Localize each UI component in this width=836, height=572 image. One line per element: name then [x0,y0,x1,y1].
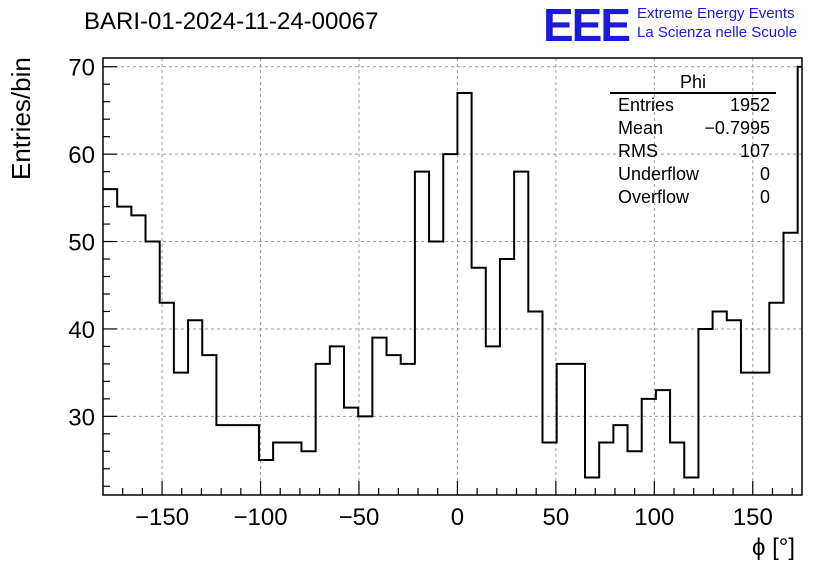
histogram-bin [642,399,656,495]
logo-caption-line2: La Scienza nelle Scuole [637,24,798,41]
histogram-bin [174,373,188,495]
x-axis-label: ϕ [°] [752,534,796,561]
histogram-bin [372,338,386,495]
histogram-bin [387,355,401,495]
histogram-bin [628,451,642,495]
histogram-bin [571,364,585,495]
x-tick-label: −150 [135,504,189,531]
histogram-bin [330,346,344,495]
histogram-bin [542,443,556,495]
stats-value: −0.7995 [704,118,770,138]
histogram-bin [273,443,287,495]
histogram-bin [443,154,457,495]
stats-row-underflow: Underflow 0 [610,163,776,186]
x-tick-label: 100 [634,504,674,531]
histogram-bin [670,443,684,495]
y-tick-label: 40 [68,317,95,344]
histogram-bin [231,425,245,495]
stats-row-overflow: Overflow 0 [610,186,776,209]
histogram-bin [557,364,571,495]
x-tick-label: 0 [451,504,464,531]
histogram-bin [415,172,429,495]
histogram-bin [117,207,131,495]
x-tick-label: −100 [233,504,287,531]
histogram-bin [301,451,315,495]
y-axis-label: Entries/bin [6,57,36,180]
stats-value: 0 [759,164,770,184]
histogram-bin [713,311,727,495]
stats-label: Entries [618,95,675,115]
histogram-bin [486,346,500,495]
stats-label: Overflow [618,187,690,207]
x-tick-label: 50 [543,504,570,531]
plot-title: BARI-01-2024-11-24-00067 [84,8,379,35]
stats-row-rms: RMS 107 [610,140,776,163]
histogram-bin [528,311,542,495]
y-tick-label: 50 [68,230,95,257]
histogram-bin [287,443,301,495]
histogram-bin [457,93,471,495]
histogram-bin [585,478,599,495]
stats-label: Mean [618,118,664,138]
histogram-bin [727,320,741,495]
histogram-bin [514,172,528,495]
histogram-bin [698,329,712,495]
histogram-bin [613,425,627,495]
histogram-bin [103,189,117,495]
histogram-bin [769,303,783,495]
histogram-bin [798,67,802,495]
histogram-bin [401,364,415,495]
histogram-bin [160,303,174,495]
histogram-bin [472,268,486,495]
histogram-bin [783,233,797,495]
histogram-bin [245,425,259,495]
eee-logo: EEE [543,0,631,51]
histogram-bin [131,215,145,495]
stats-label: Underflow [618,164,700,184]
stats-value: 107 [739,141,770,161]
x-tick-label: 150 [733,504,773,531]
stats-row-entries: Entries 1952 [610,94,776,117]
stats-row-mean: Mean −0.7995 [610,117,776,140]
histogram-series [103,65,802,479]
y-tick-label: 60 [68,142,95,169]
histogram-bin [755,373,769,495]
histogram-bin [202,355,216,495]
histogram-bin [429,242,443,495]
histogram-bin [216,425,230,495]
stats-value: 0 [759,187,770,207]
histogram-bin [599,443,613,495]
histogram-bin [741,373,755,495]
stats-value: 1952 [729,95,770,115]
histogram-bin [358,416,372,495]
histogram-bin [656,390,670,495]
histogram-bin [344,408,358,495]
y-tick-label: 30 [68,404,95,431]
logo-caption: Extreme Energy Events La Scienza nelle S… [637,4,797,42]
histogram-bin [259,460,273,495]
histogram-bin [500,259,514,495]
histogram-bin [188,320,202,495]
stats-label: RMS [618,141,658,161]
histogram-bin [316,364,330,495]
y-tick-label: 70 [68,55,95,82]
x-tick-label: −50 [339,504,380,531]
logo-caption-line1: Extreme Energy Events [637,5,795,22]
histogram-bin [684,478,698,495]
stats-title: Phi [610,72,776,94]
stats-box: Phi Entries 1952 Mean −0.7995 RMS 107 Under… [610,72,776,209]
histogram-bin [146,242,160,495]
